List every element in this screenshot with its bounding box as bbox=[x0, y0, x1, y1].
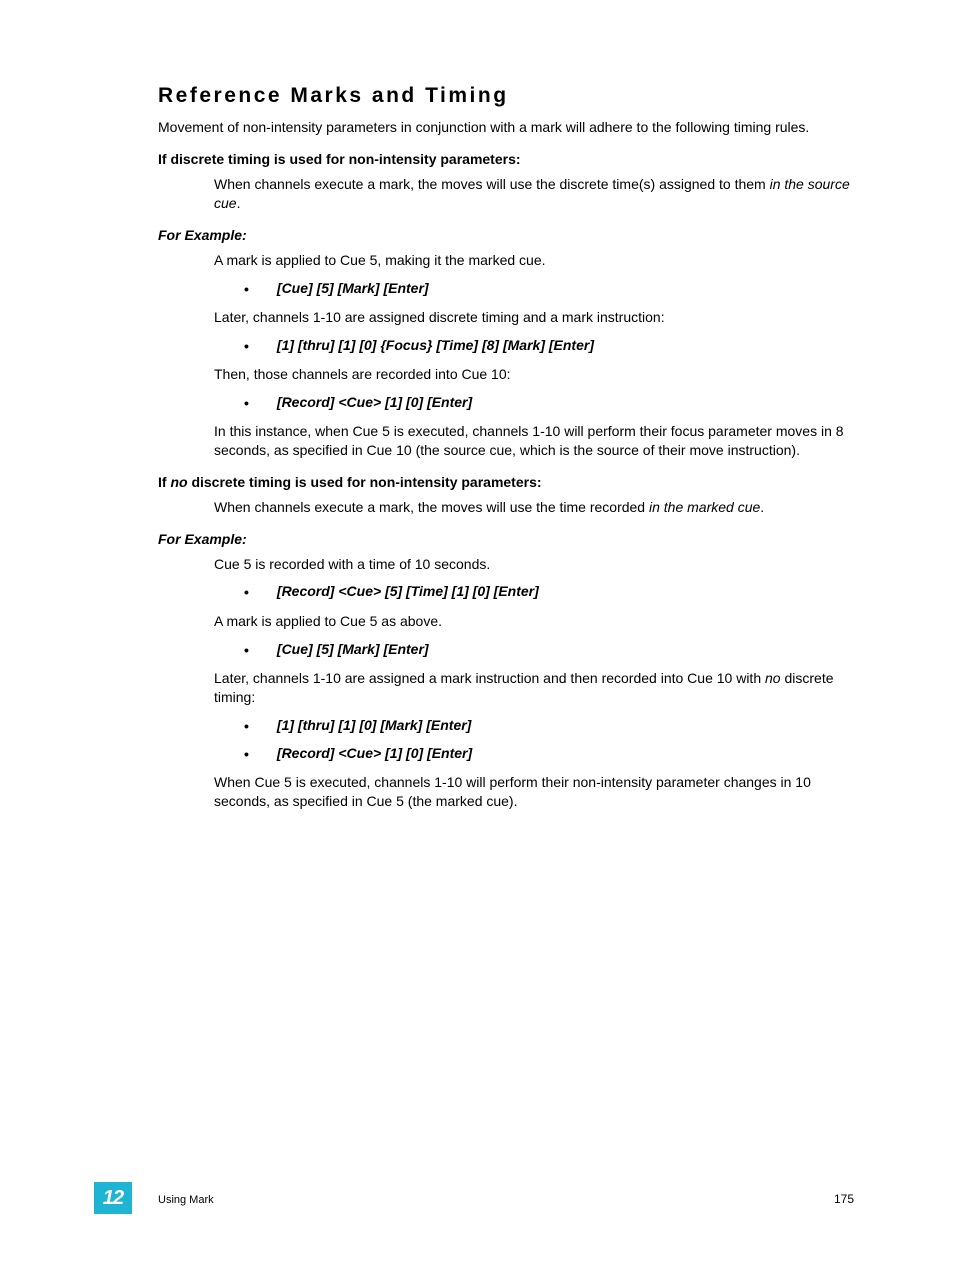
example1-bullet3-text: [Record] <Cue> [1] [0] [Enter] bbox=[277, 394, 472, 410]
example1-line1: A mark is applied to Cue 5, making it th… bbox=[214, 251, 854, 270]
example2-line3-ital: no bbox=[765, 670, 781, 686]
bullet-icon: • bbox=[244, 337, 249, 355]
example2-bullet4: • [Record] <Cue> [1] [0] [Enter] bbox=[244, 745, 854, 763]
page-number: 175 bbox=[834, 1192, 854, 1206]
section2-body-pre: When channels execute a mark, the moves … bbox=[214, 499, 649, 515]
example1-line4: In this instance, when Cue 5 is executed… bbox=[214, 422, 854, 460]
section1-body-post: . bbox=[237, 195, 241, 211]
example2-bullet2: • [Cue] [5] [Mark] [Enter] bbox=[244, 641, 854, 659]
bullet-icon: • bbox=[244, 641, 249, 659]
example1-bullet2-text: [1] [thru] [1] [0] {Focus} [Time] [8] [M… bbox=[277, 337, 594, 353]
example2-line4: When Cue 5 is executed, channels 1-10 wi… bbox=[214, 773, 854, 811]
section2-body-ital: in the marked cue bbox=[649, 499, 760, 515]
example2-line3-pre: Later, channels 1-10 are assigned a mark… bbox=[214, 670, 765, 686]
section1-body-pre: When channels execute a mark, the moves … bbox=[214, 176, 770, 192]
footer-chapter-label: Using Mark bbox=[158, 1194, 214, 1206]
chapter-number-box: 12 bbox=[94, 1182, 132, 1214]
example1-bullet2: • [1] [thru] [1] [0] {Focus} [Time] [8] … bbox=[244, 337, 854, 355]
section2-heading-pre: If bbox=[158, 474, 170, 490]
example1-bullet1-text: [Cue] [5] [Mark] [Enter] bbox=[277, 280, 429, 296]
section2-heading: If no discrete timing is used for non-in… bbox=[158, 474, 854, 490]
section2-heading-ital: no bbox=[170, 474, 187, 490]
bullet-icon: • bbox=[244, 394, 249, 412]
example2-label: For Example: bbox=[158, 531, 854, 547]
example2-bullet4-text: [Record] <Cue> [1] [0] [Enter] bbox=[277, 745, 472, 761]
example2-line2: A mark is applied to Cue 5 as above. bbox=[214, 612, 854, 631]
example1-line3: Then, those channels are recorded into C… bbox=[214, 365, 854, 384]
example2-bullet3-text: [1] [thru] [1] [0] [Mark] [Enter] bbox=[277, 717, 471, 733]
example1-bullet1: • [Cue] [5] [Mark] [Enter] bbox=[244, 280, 854, 298]
example2-line3: Later, channels 1-10 are assigned a mark… bbox=[214, 669, 854, 707]
example2-bullet3: • [1] [thru] [1] [0] [Mark] [Enter] bbox=[244, 717, 854, 735]
example1-bullet3: • [Record] <Cue> [1] [0] [Enter] bbox=[244, 394, 854, 412]
example2-bullet1: • [Record] <Cue> [5] [Time] [1] [0] [Ent… bbox=[244, 583, 854, 601]
bullet-icon: • bbox=[244, 717, 249, 735]
example2-line1: Cue 5 is recorded with a time of 10 seco… bbox=[214, 555, 854, 574]
section2-body: When channels execute a mark, the moves … bbox=[214, 498, 854, 517]
section1-heading: If discrete timing is used for non-inten… bbox=[158, 151, 854, 167]
example1-label: For Example: bbox=[158, 227, 854, 243]
section1-body: When channels execute a mark, the moves … bbox=[214, 175, 854, 213]
example2-bullet2-text: [Cue] [5] [Mark] [Enter] bbox=[277, 641, 429, 657]
example2-bullet1-text: [Record] <Cue> [5] [Time] [1] [0] [Enter… bbox=[277, 583, 539, 599]
section2-body-post: . bbox=[760, 499, 764, 515]
section-title: Reference Marks and Timing bbox=[158, 84, 854, 108]
bullet-icon: • bbox=[244, 745, 249, 763]
bullet-icon: • bbox=[244, 583, 249, 601]
bullet-icon: • bbox=[244, 280, 249, 298]
example1-line2: Later, channels 1-10 are assigned discre… bbox=[214, 308, 854, 327]
intro-paragraph: Movement of non-intensity parameters in … bbox=[158, 118, 854, 137]
section2-heading-post: discrete timing is used for non-intensit… bbox=[188, 474, 542, 490]
